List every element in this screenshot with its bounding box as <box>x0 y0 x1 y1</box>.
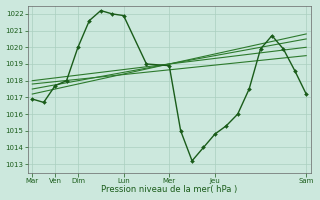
X-axis label: Pression niveau de la mer( hPa ): Pression niveau de la mer( hPa ) <box>101 185 237 194</box>
